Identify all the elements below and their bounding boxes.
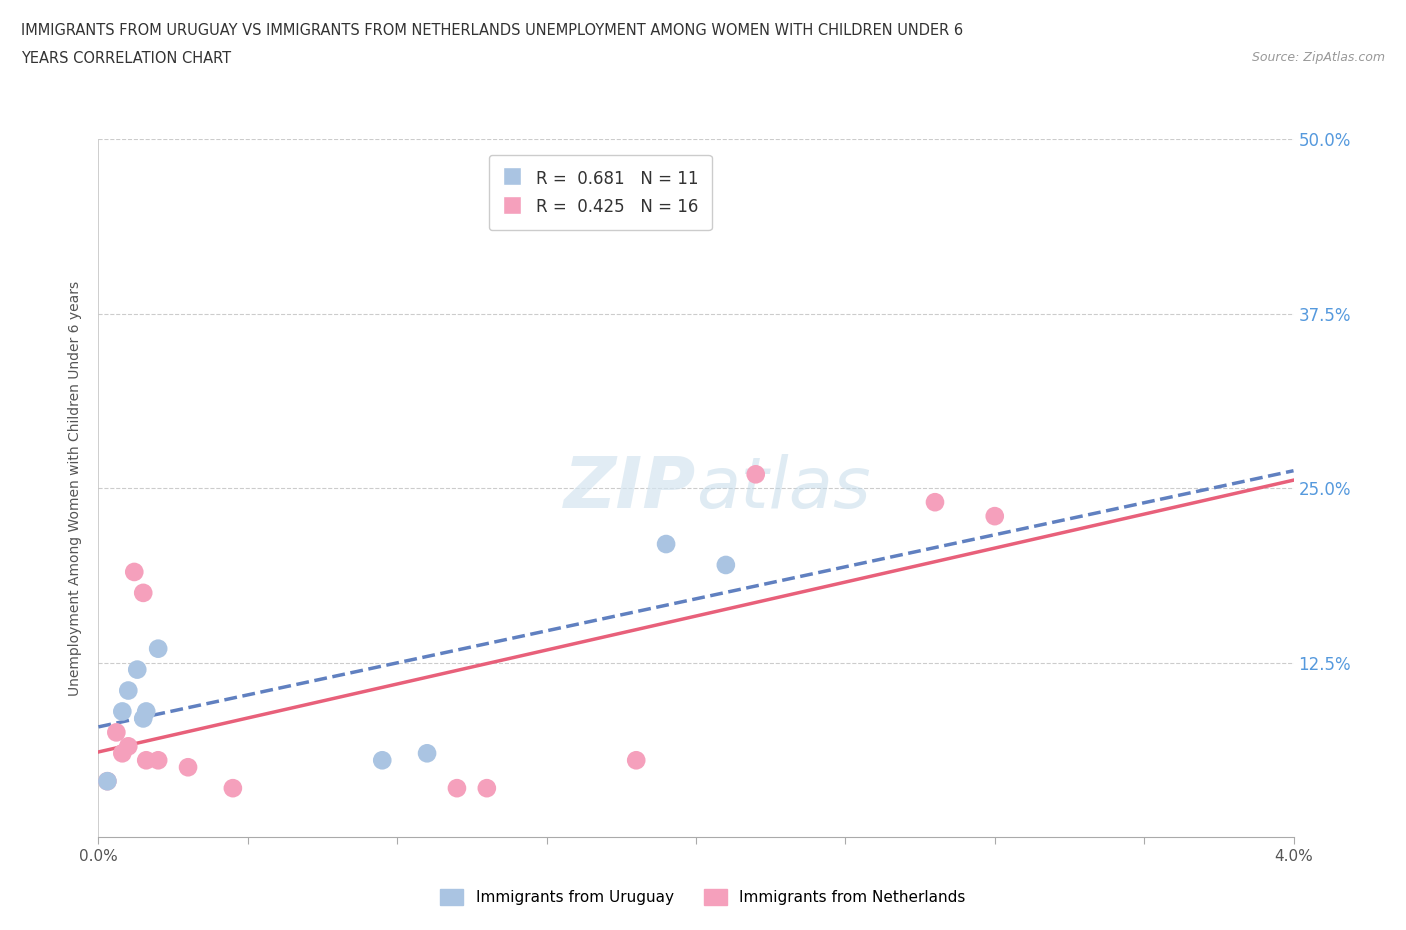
Point [117, 683, 139, 698]
Point [135, 753, 157, 768]
Text: IMMIGRANTS FROM URUGUAY VS IMMIGRANTS FROM NETHERLANDS UNEMPLOYMENT AMONG WOMEN : IMMIGRANTS FROM URUGUAY VS IMMIGRANTS FR… [21, 23, 963, 38]
Point [745, 467, 768, 482]
Point [135, 704, 157, 719]
Point [924, 495, 946, 510]
Point [416, 746, 439, 761]
Point [96, 774, 118, 789]
Point [105, 725, 128, 740]
Point [127, 662, 149, 677]
Point [132, 711, 155, 725]
Text: ZIP: ZIP [564, 454, 696, 523]
Point [714, 558, 737, 573]
Point [446, 781, 468, 796]
Text: atlas: atlas [696, 454, 870, 523]
Point [983, 509, 1005, 524]
Point [111, 704, 134, 719]
Point [148, 753, 170, 768]
Point [148, 642, 170, 657]
Point [624, 753, 647, 768]
Point [655, 537, 678, 551]
Point [475, 781, 498, 796]
Text: Source: ZipAtlas.com: Source: ZipAtlas.com [1251, 51, 1385, 64]
Point [117, 738, 139, 753]
Point [132, 586, 155, 601]
Text: YEARS CORRELATION CHART: YEARS CORRELATION CHART [21, 51, 231, 66]
Point [177, 760, 200, 775]
Legend: R =  0.681   N = 11, R =  0.425   N = 16: R = 0.681 N = 11, R = 0.425 N = 16 [489, 154, 711, 231]
Point [371, 753, 394, 768]
Point [222, 781, 245, 796]
Point [111, 746, 134, 761]
Y-axis label: Unemployment Among Women with Children Under 6 years: Unemployment Among Women with Children U… [69, 281, 83, 696]
Legend: Immigrants from Uruguay, Immigrants from Netherlands: Immigrants from Uruguay, Immigrants from… [433, 882, 973, 913]
Point [124, 565, 146, 579]
Point [96, 774, 118, 789]
